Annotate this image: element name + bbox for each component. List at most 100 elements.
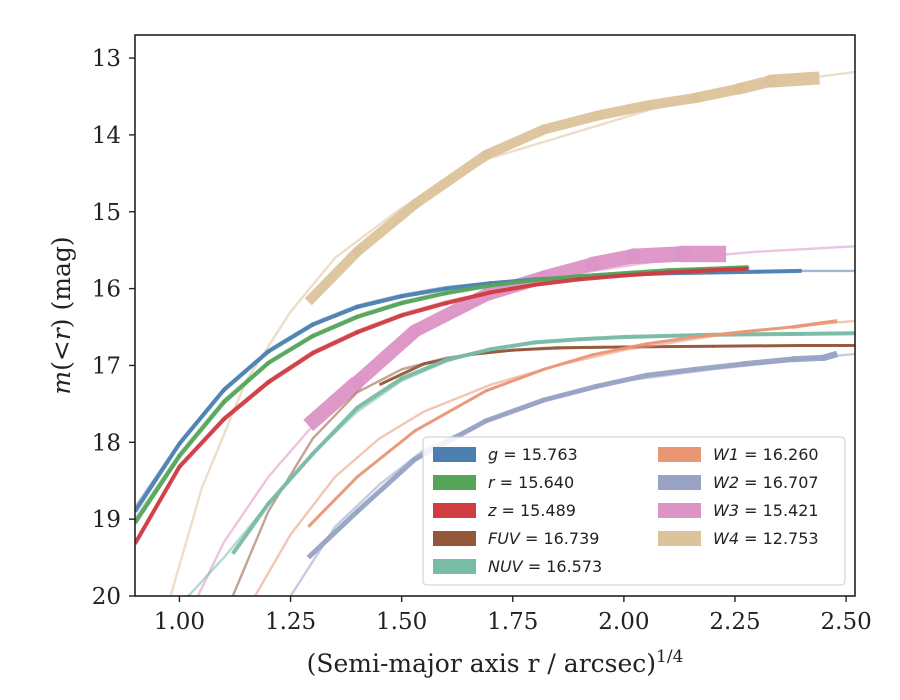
- data-segment-z: [579, 273, 625, 282]
- data-joint-NUV: [266, 501, 271, 506]
- data-segment-r: [356, 301, 403, 319]
- legend-label: W3 = 15.421: [713, 501, 819, 520]
- legend-swatch: [658, 531, 701, 546]
- legend-entry-NUV: NUV = 16.573: [433, 557, 602, 576]
- x-tick-label: 1.75: [487, 609, 538, 635]
- data-segment-W2: [543, 383, 598, 403]
- legend-band: W3: [713, 501, 739, 520]
- data-joint-z: [221, 417, 226, 422]
- legend-equals: =: [498, 445, 522, 464]
- data-joint-NUV: [310, 451, 315, 456]
- data-segment-z: [135, 465, 182, 545]
- data-segment-r: [312, 315, 358, 339]
- data-segment-r: [401, 291, 447, 306]
- data-segment-W4: [354, 200, 419, 256]
- data-joint-FUV: [511, 348, 515, 352]
- legend-entry-g: g = 15.763: [433, 445, 578, 464]
- data-joint-z: [577, 277, 582, 282]
- data-joint-NUV: [533, 340, 537, 345]
- data-segment-r: [490, 278, 536, 288]
- legend-band: z: [487, 501, 497, 520]
- data-joint-g: [755, 269, 760, 274]
- legend-label: W4 = 12.753: [713, 529, 819, 548]
- data-segment-z: [311, 330, 359, 356]
- data-joint-g: [355, 305, 360, 309]
- series-FUV: [231, 344, 855, 596]
- data-segment-FUV: [557, 345, 624, 350]
- legend-label: FUV = 16.739: [488, 529, 599, 548]
- x-axis-label: (Semi-major axis r / arcsec)1/4: [307, 647, 684, 678]
- data-joint-z: [266, 380, 271, 385]
- data-joint-W2: [594, 383, 600, 389]
- data-joint-z: [355, 330, 360, 335]
- data-joint-W1: [791, 325, 795, 329]
- legend-value: 16.260: [763, 445, 819, 464]
- series-z: [135, 266, 750, 545]
- data-segment-z: [668, 268, 713, 275]
- data-joint-W2: [643, 372, 649, 378]
- data-segment-NUV: [356, 376, 403, 410]
- data-joint-r: [488, 283, 493, 288]
- legend-label: W1 = 16.260: [713, 445, 819, 464]
- x-tick-label: 1.00: [154, 609, 205, 635]
- legend-equals: =: [739, 445, 763, 464]
- legend-swatch: [658, 447, 701, 462]
- y-tick-label: 13: [92, 46, 121, 72]
- data-segment-W4: [596, 100, 648, 121]
- legend-equals: =: [495, 473, 519, 492]
- legend-value: 15.640: [518, 473, 574, 492]
- data-segment-W1: [543, 353, 594, 371]
- data-segment-W4: [770, 71, 820, 88]
- series-layer: [135, 70, 855, 596]
- data-segment-NUV: [445, 347, 492, 363]
- data-joint-z: [533, 282, 537, 287]
- data-joint-r: [177, 454, 182, 459]
- data-segment-g: [712, 269, 758, 275]
- data-segment-g: [135, 442, 182, 513]
- legend-entry-W2: W2 = 16.707: [658, 473, 819, 492]
- data-segment-W3: [542, 257, 595, 284]
- legend: g = 15.763 r = 15.640 z = 15.489 FUV = 16.7…: [422, 436, 846, 586]
- legend-equals: =: [739, 529, 763, 548]
- data-joint-NUV: [488, 347, 493, 352]
- data-segment-W2: [355, 457, 417, 514]
- legend-swatch: [433, 559, 476, 574]
- data-joint-W1: [542, 367, 546, 371]
- data-joint-W2: [692, 366, 698, 372]
- data-segment-W2: [306, 509, 359, 560]
- data-segment-g: [312, 305, 358, 327]
- data-joint-W1: [355, 475, 359, 479]
- legend-swatch: [658, 503, 701, 518]
- data-joint-r: [266, 361, 271, 366]
- data-segment-r: [267, 334, 314, 365]
- legend-equals: =: [496, 501, 520, 520]
- data-joint-z: [399, 313, 404, 318]
- data-segment-z: [267, 351, 314, 385]
- data-segment-z: [356, 313, 403, 335]
- series-W1: [253, 319, 855, 596]
- series-NUV: [187, 331, 855, 596]
- data-joint-W3: [350, 375, 364, 390]
- data-segment-r: [445, 283, 491, 296]
- legend-equals: =: [739, 473, 763, 492]
- data-joint-W2: [541, 397, 547, 403]
- data-segment-r: [222, 361, 270, 404]
- data-segment-W2: [792, 354, 825, 363]
- data-segment-W4: [542, 110, 599, 135]
- data-segment-NUV: [490, 340, 536, 352]
- data-segment-W3: [303, 376, 363, 432]
- legend-value: 16.739: [543, 529, 599, 548]
- data-segment-W3: [412, 289, 490, 337]
- legend-value: 15.763: [522, 445, 578, 464]
- data-joint-W4: [538, 124, 549, 135]
- data-joint-z: [621, 273, 626, 278]
- data-joint-z: [177, 464, 182, 469]
- data-joint-W3: [408, 324, 422, 338]
- data-segment-g: [445, 281, 491, 291]
- legend-box: [422, 436, 846, 586]
- data-joint-W1: [693, 335, 697, 339]
- legend-entry-FUV: FUV = 16.739: [433, 529, 599, 548]
- x-axis-label-main: (Semi-major axis r / arcsec): [307, 649, 656, 678]
- y-tick-label: 20: [92, 584, 121, 610]
